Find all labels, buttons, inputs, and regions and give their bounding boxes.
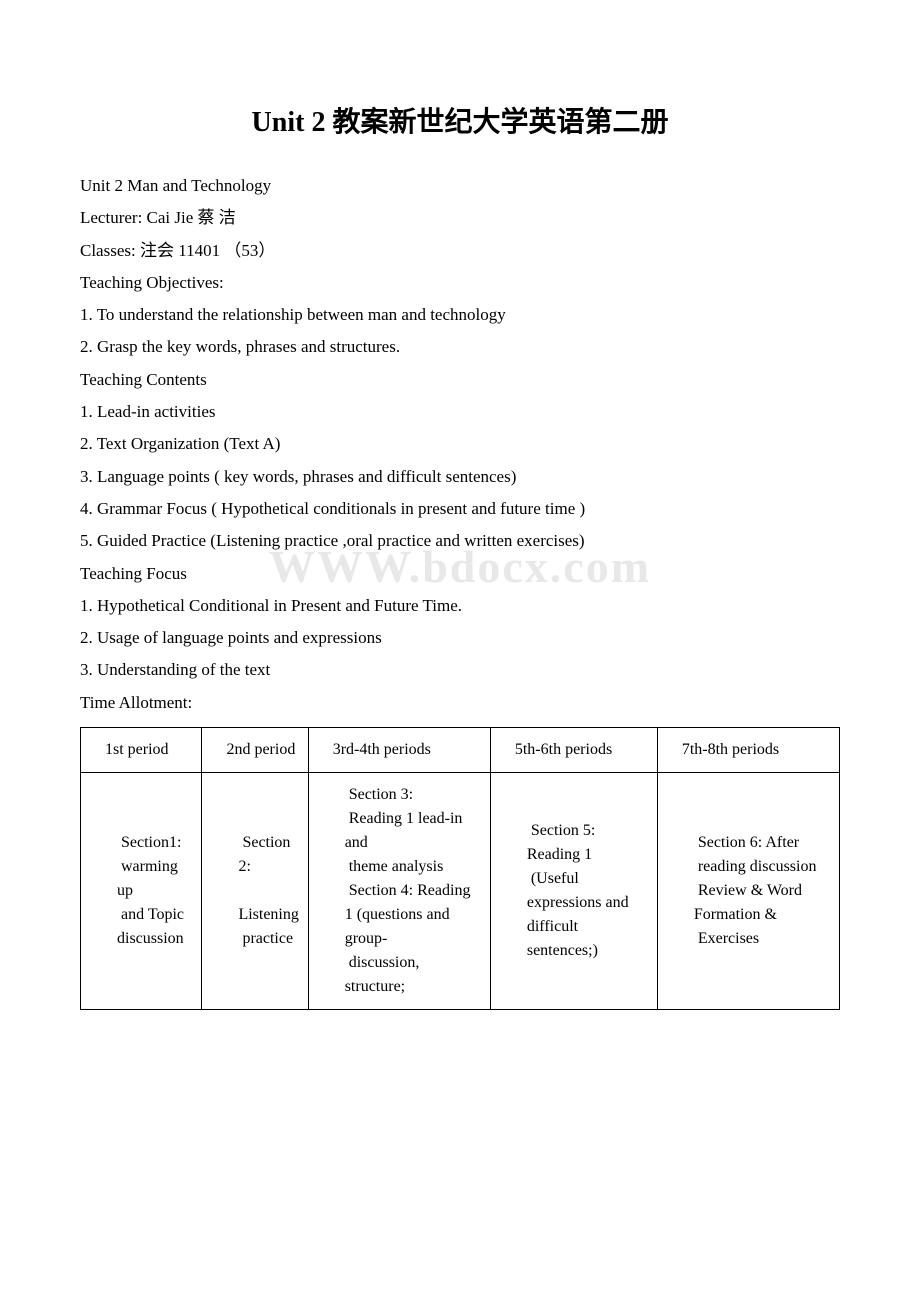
contents-item-2: 2. Text Organization (Text A) — [80, 428, 840, 460]
contents-item-1: 1. Lead-in activities — [80, 396, 840, 428]
table-header-5: 7th-8th periods — [657, 728, 839, 773]
contents-item-5: 5. Guided Practice (Listening practice ,… — [80, 525, 840, 557]
cell-line: Section 6: After — [666, 831, 831, 855]
table-header-4: 5th-6th periods — [490, 728, 657, 773]
cell-line: Review & Word Formation & — [666, 879, 831, 927]
table-header-3: 3rd-4th periods — [308, 728, 490, 773]
time-allotment-label: Time Allotment: — [80, 687, 840, 719]
table-header-1: 1st period — [81, 728, 202, 773]
unit-heading: Unit 2 Man and Technology — [80, 170, 840, 202]
cell-line: practice — [210, 927, 299, 951]
time-allotment-table: 1st period 2nd period 3rd-4th periods 5t… — [80, 727, 840, 1010]
cell-line: and Topic discussion — [89, 903, 193, 951]
cell-line: theme analysis — [317, 855, 482, 879]
table-header-row: 1st period 2nd period 3rd-4th periods 5t… — [81, 728, 840, 773]
table-cell-2: Section 2: Listening practice — [202, 773, 308, 1010]
cell-line: Section 4: Reading 1 (questions and grou… — [317, 879, 482, 951]
classes-line: Classes: 注会 11401 （53） — [80, 235, 840, 267]
cell-line: Section 2: — [210, 831, 299, 879]
teaching-contents-label: Teaching Contents — [80, 364, 840, 396]
contents-item-4: 4. Grammar Focus ( Hypothetical conditio… — [80, 493, 840, 525]
cell-line: Exercises — [666, 927, 831, 951]
table-cell-1: Section1: warming up and Topic discussio… — [81, 773, 202, 1010]
cell-line: discussion, structure; — [317, 951, 482, 999]
cell-line: Section 5: Reading 1 — [499, 819, 649, 867]
cell-line: Reading 1 lead-in and — [317, 807, 482, 855]
cell-line: reading discussion — [666, 855, 831, 879]
cell-line: Section1: — [89, 831, 193, 855]
teaching-focus-label: Teaching Focus — [80, 558, 840, 590]
table-header-2: 2nd period — [202, 728, 308, 773]
document-title: Unit 2 教案新世纪大学英语第二册 — [80, 100, 840, 140]
focus-item-3: 3. Understanding of the text — [80, 654, 840, 686]
objective-item-1: 1. To understand the relationship betwee… — [80, 299, 840, 331]
teaching-objectives-label: Teaching Objectives: — [80, 267, 840, 299]
lecturer-line: Lecturer: Cai Jie 蔡 洁 — [80, 202, 840, 234]
focus-item-2: 2. Usage of language points and expressi… — [80, 622, 840, 654]
cell-line: Listening — [210, 879, 299, 927]
table-cell-3: Section 3: Reading 1 lead-in and theme a… — [308, 773, 490, 1010]
cell-line: Section 3: — [317, 783, 482, 807]
cell-line: (Useful expressions and difficult senten… — [499, 867, 649, 963]
cell-line: warming up — [89, 855, 193, 903]
table-cell-5: Section 6: After reading discussion Revi… — [657, 773, 839, 1010]
table-body-row: Section1: warming up and Topic discussio… — [81, 773, 840, 1010]
focus-item-1: 1. Hypothetical Conditional in Present a… — [80, 590, 840, 622]
objective-item-2: 2. Grasp the key words, phrases and stru… — [80, 331, 840, 363]
document-content: Unit 2 教案新世纪大学英语第二册 Unit 2 Man and Techn… — [80, 100, 840, 1010]
contents-item-3: 3. Language points ( key words, phrases … — [80, 461, 840, 493]
table-cell-4: Section 5: Reading 1 (Useful expressions… — [490, 773, 657, 1010]
